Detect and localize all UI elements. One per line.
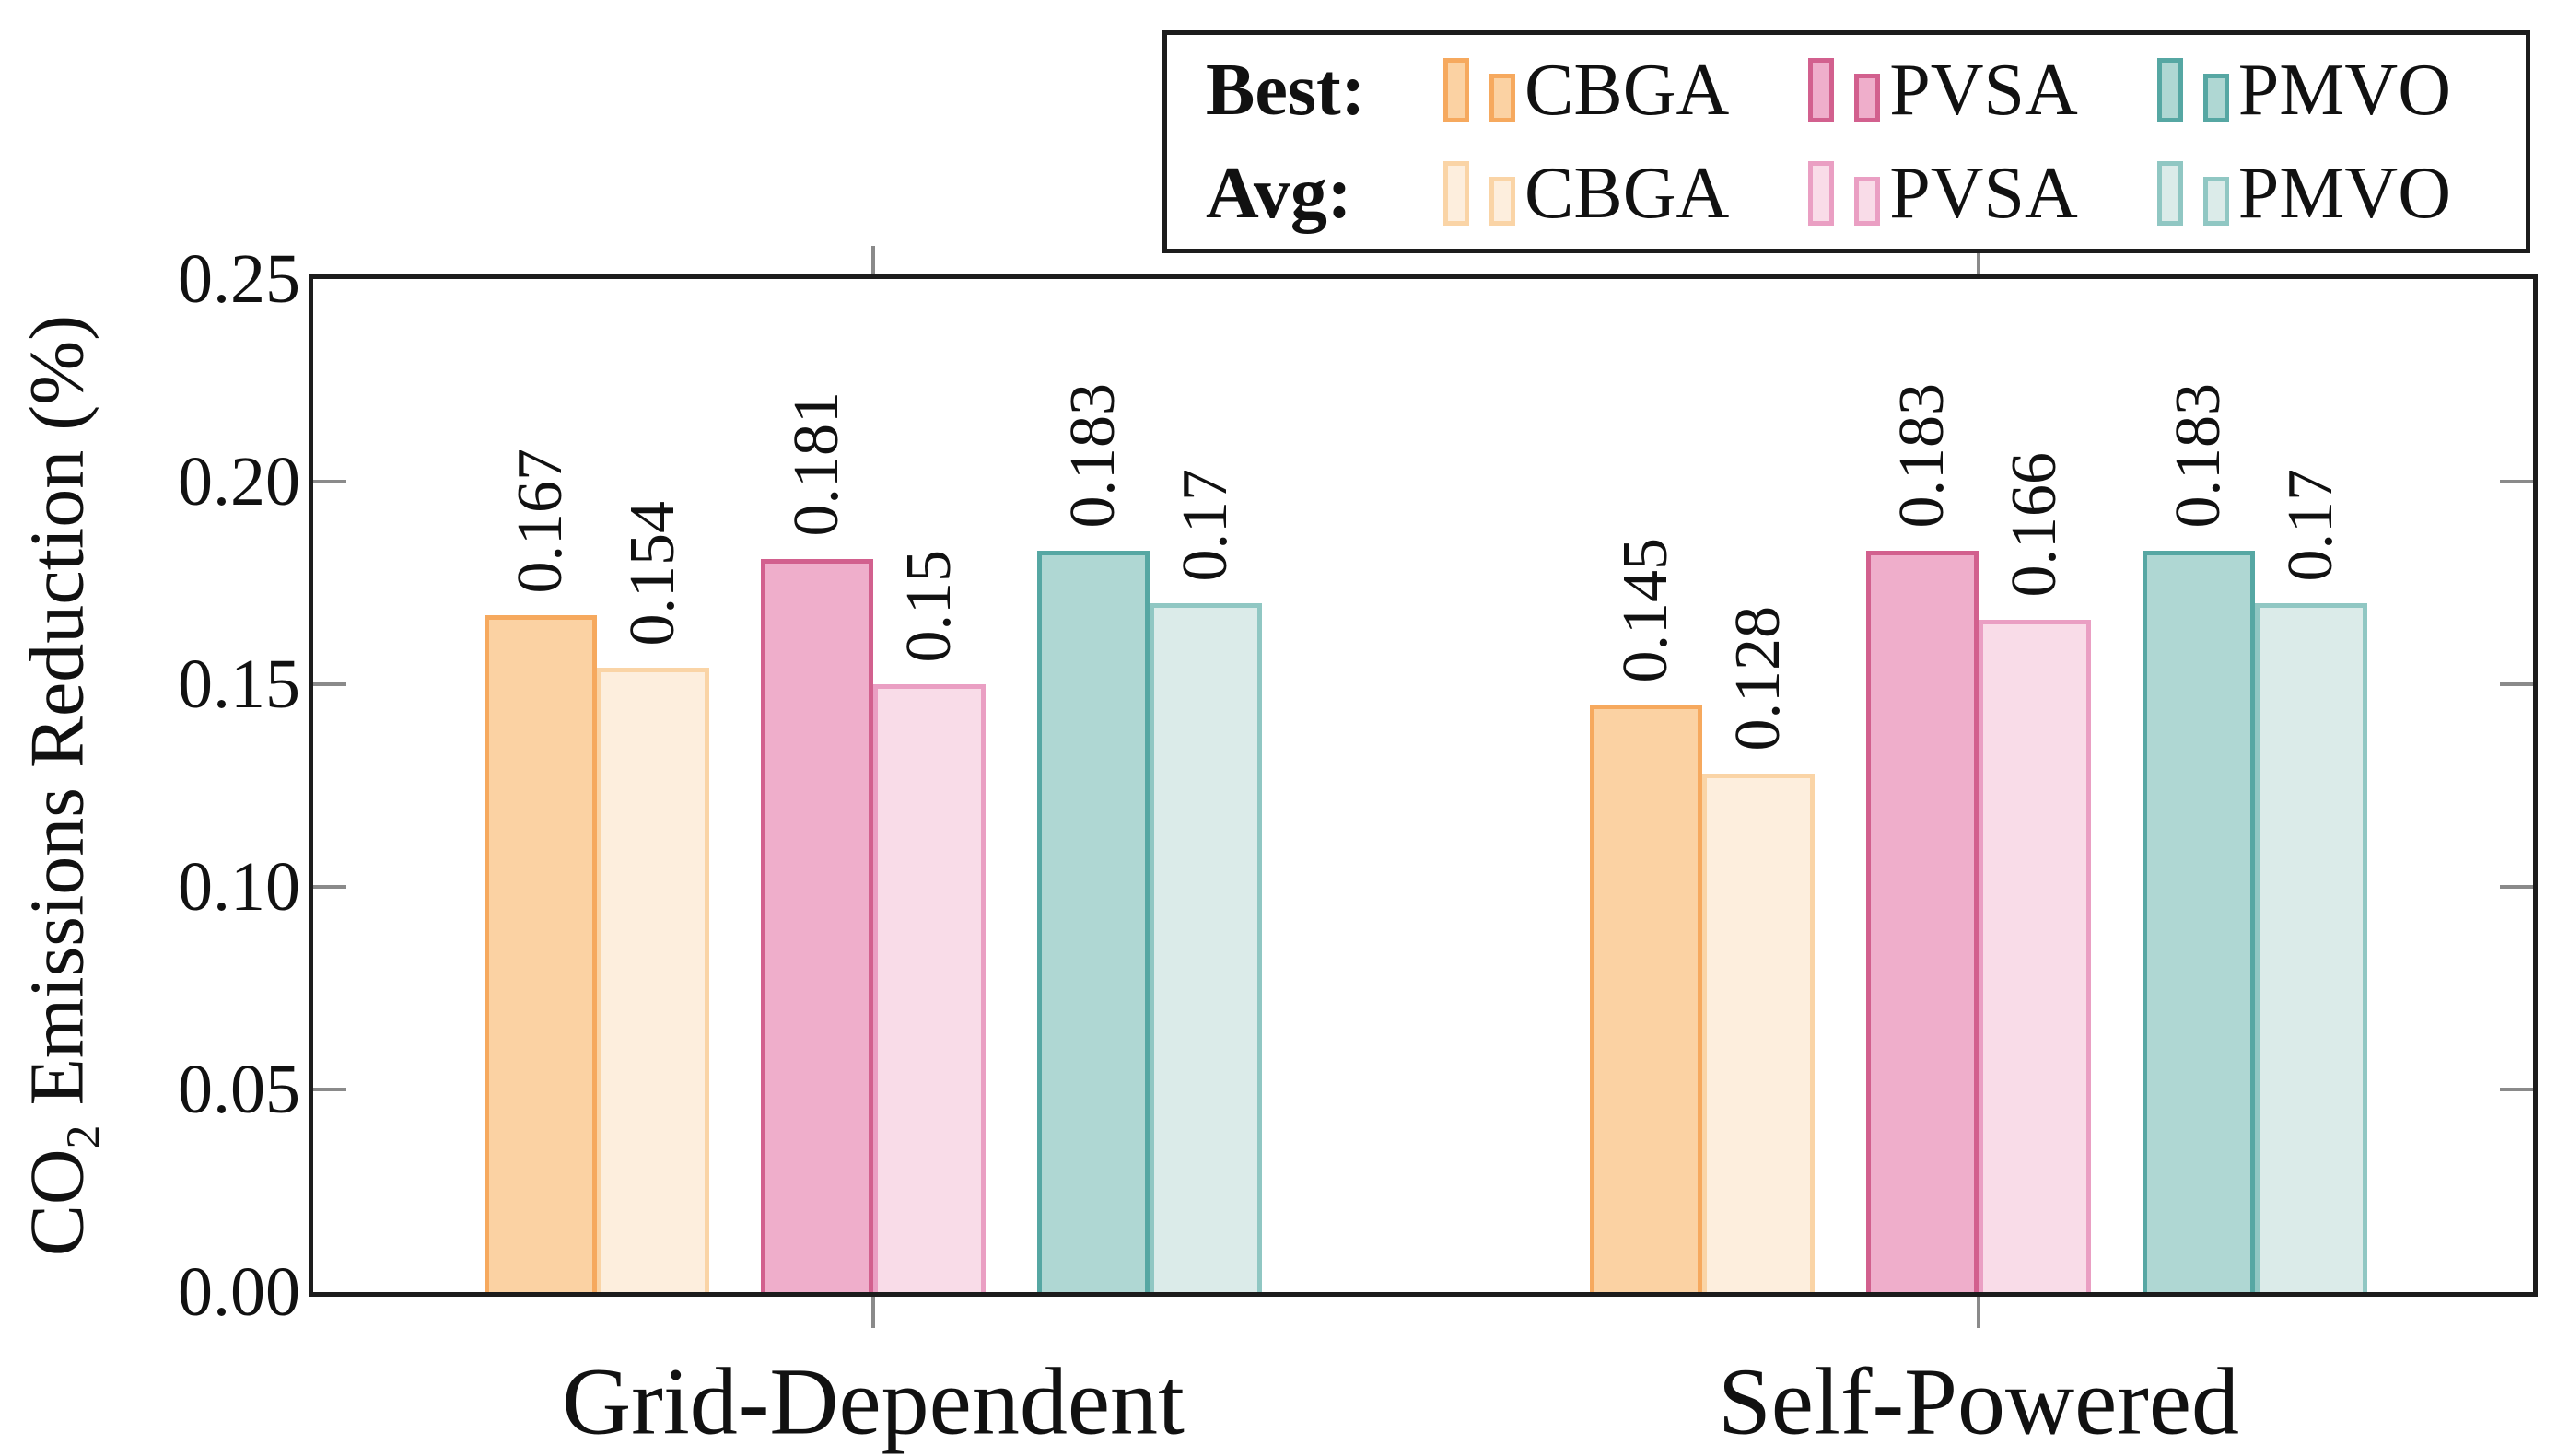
bar-best-pmvo-0 bbox=[1037, 550, 1150, 1297]
legend-entry-avg-cbga: CBGA bbox=[1443, 152, 1729, 236]
x-tick-bottom-0 bbox=[871, 1297, 875, 1328]
legend-swatch-best-pmvo-tall bbox=[2156, 58, 2183, 122]
bar-avg-pmvo-0 bbox=[1150, 603, 1262, 1297]
y-tick-left bbox=[313, 480, 346, 483]
legend-swatch-best-cbga-tall bbox=[1443, 58, 1469, 122]
y-tick-right bbox=[2500, 682, 2533, 686]
legend-swatch-pair-best-cbga bbox=[1443, 58, 1515, 122]
legend-name-pvsa: PVSA bbox=[1889, 49, 2078, 131]
bar-best-cbga-0 bbox=[485, 615, 597, 1297]
x-category-label-self-powered: Self-Powered bbox=[1717, 1348, 2240, 1455]
x-category-label-grid-dependent: Grid-Dependent bbox=[562, 1348, 1185, 1455]
bar-best-cbga-1 bbox=[1590, 705, 1702, 1297]
y-tick-right bbox=[2500, 885, 2533, 889]
y-tick-label: 0.25 bbox=[178, 240, 300, 318]
y-tick-label: 0.00 bbox=[178, 1253, 300, 1331]
bar-value-label-best-pvsa-0: 0.181 bbox=[781, 391, 852, 537]
legend-swatch-avg-cbga-short bbox=[1489, 177, 1515, 226]
bar-best-pvsa-1 bbox=[1866, 550, 1979, 1297]
legend-swatch-best-pvsa-tall bbox=[1808, 58, 1835, 122]
legend-entry-avg-pmvo: PMVO bbox=[2156, 152, 2451, 236]
legend-entry-best-cbga: CBGA bbox=[1443, 49, 1729, 133]
bar-value-label-avg-pvsa-0: 0.15 bbox=[893, 549, 964, 663]
bar-avg-pvsa-0 bbox=[873, 684, 986, 1297]
legend-swatch-best-pvsa-short bbox=[1854, 74, 1881, 122]
bar-value-label-avg-cbga-1: 0.128 bbox=[1722, 606, 1793, 751]
legend-swatch-pair-avg-pmvo bbox=[2156, 161, 2229, 226]
legend-swatch-avg-pvsa-short bbox=[1854, 177, 1881, 226]
bar-best-pmvo-1 bbox=[2143, 550, 2255, 1297]
legend-row-best-label: Best: bbox=[1206, 49, 1366, 131]
legend-swatch-best-cbga-short bbox=[1489, 74, 1515, 122]
bar-value-label-best-pvsa-1: 0.183 bbox=[1886, 383, 1957, 529]
y-axis-title-prefix: CO bbox=[14, 1148, 100, 1257]
legend-name-pmvo: PMVO bbox=[2237, 49, 2451, 131]
legend: Best: CBGA PVSA PMVO bbox=[1162, 30, 2530, 253]
bar-value-label-best-cbga-0: 0.167 bbox=[505, 448, 576, 594]
legend-name-cbga: CBGA bbox=[1524, 49, 1730, 131]
bar-avg-pvsa-1 bbox=[1979, 619, 2091, 1297]
legend-swatch-best-pmvo-short bbox=[2202, 74, 2229, 122]
legend-swatch-pair-avg-pvsa bbox=[1808, 161, 1881, 226]
x-tick-top-1 bbox=[1977, 246, 1980, 279]
y-tick-label: 0.05 bbox=[178, 1051, 300, 1128]
y-axis-title-suffix: Emissions Reduction (%) bbox=[14, 314, 100, 1125]
y-tick-right bbox=[2500, 1088, 2533, 1091]
y-tick-label: 0.15 bbox=[178, 646, 300, 723]
legend-row-avg-label: Avg: bbox=[1206, 152, 1352, 234]
bar-value-label-best-pmvo-1: 0.183 bbox=[2163, 383, 2234, 529]
legend-entry-avg-pvsa: PVSA bbox=[1808, 152, 2078, 236]
legend-swatch-avg-pvsa-tall bbox=[1808, 161, 1835, 226]
y-tick-label: 0.10 bbox=[178, 848, 300, 926]
legend-swatch-avg-cbga-tall bbox=[1443, 161, 1469, 226]
y-tick-left bbox=[313, 1088, 346, 1091]
bar-value-label-avg-pvsa-1: 0.166 bbox=[1999, 452, 2070, 598]
bar-avg-cbga-0 bbox=[597, 668, 709, 1297]
bar-avg-cbga-1 bbox=[1702, 773, 1815, 1297]
legend-swatch-pair-best-pmvo bbox=[2156, 58, 2229, 122]
y-tick-label: 0.20 bbox=[178, 443, 300, 520]
legend-swatch-pair-avg-cbga bbox=[1443, 161, 1515, 226]
legend-name-cbga-avg: CBGA bbox=[1524, 152, 1730, 234]
bar-best-pvsa-0 bbox=[761, 558, 873, 1297]
legend-row-avg: Avg: CBGA PVSA PMVO bbox=[1206, 142, 2526, 245]
y-tick-left bbox=[313, 682, 346, 686]
y-tick-right bbox=[2500, 480, 2533, 483]
bar-value-label-best-cbga-1: 0.145 bbox=[1610, 537, 1681, 683]
legend-swatch-pair-best-pvsa bbox=[1808, 58, 1881, 122]
legend-entry-best-pvsa: PVSA bbox=[1808, 49, 2078, 133]
legend-name-pmvo-avg: PMVO bbox=[2237, 152, 2451, 234]
bar-avg-pmvo-1 bbox=[2255, 603, 2367, 1297]
x-tick-top-0 bbox=[871, 246, 875, 279]
legend-row-best: Best: CBGA PVSA PMVO bbox=[1206, 39, 2526, 142]
y-tick-left bbox=[313, 885, 346, 889]
legend-name-pvsa-avg: PVSA bbox=[1889, 152, 2078, 234]
bar-value-label-avg-pmvo-1: 0.17 bbox=[2275, 468, 2346, 582]
y-axis-title-subscript: 2 bbox=[57, 1124, 111, 1149]
legend-swatch-avg-pmvo-short bbox=[2202, 177, 2229, 226]
bar-value-label-avg-pmvo-0: 0.17 bbox=[1170, 468, 1241, 582]
bar-value-label-avg-cbga-0: 0.154 bbox=[617, 500, 688, 646]
x-tick-bottom-1 bbox=[1977, 1297, 1980, 1328]
legend-entry-best-pmvo: PMVO bbox=[2156, 49, 2451, 133]
bar-value-label-best-pmvo-0: 0.183 bbox=[1057, 383, 1128, 529]
legend-swatch-avg-pmvo-tall bbox=[2156, 161, 2183, 226]
